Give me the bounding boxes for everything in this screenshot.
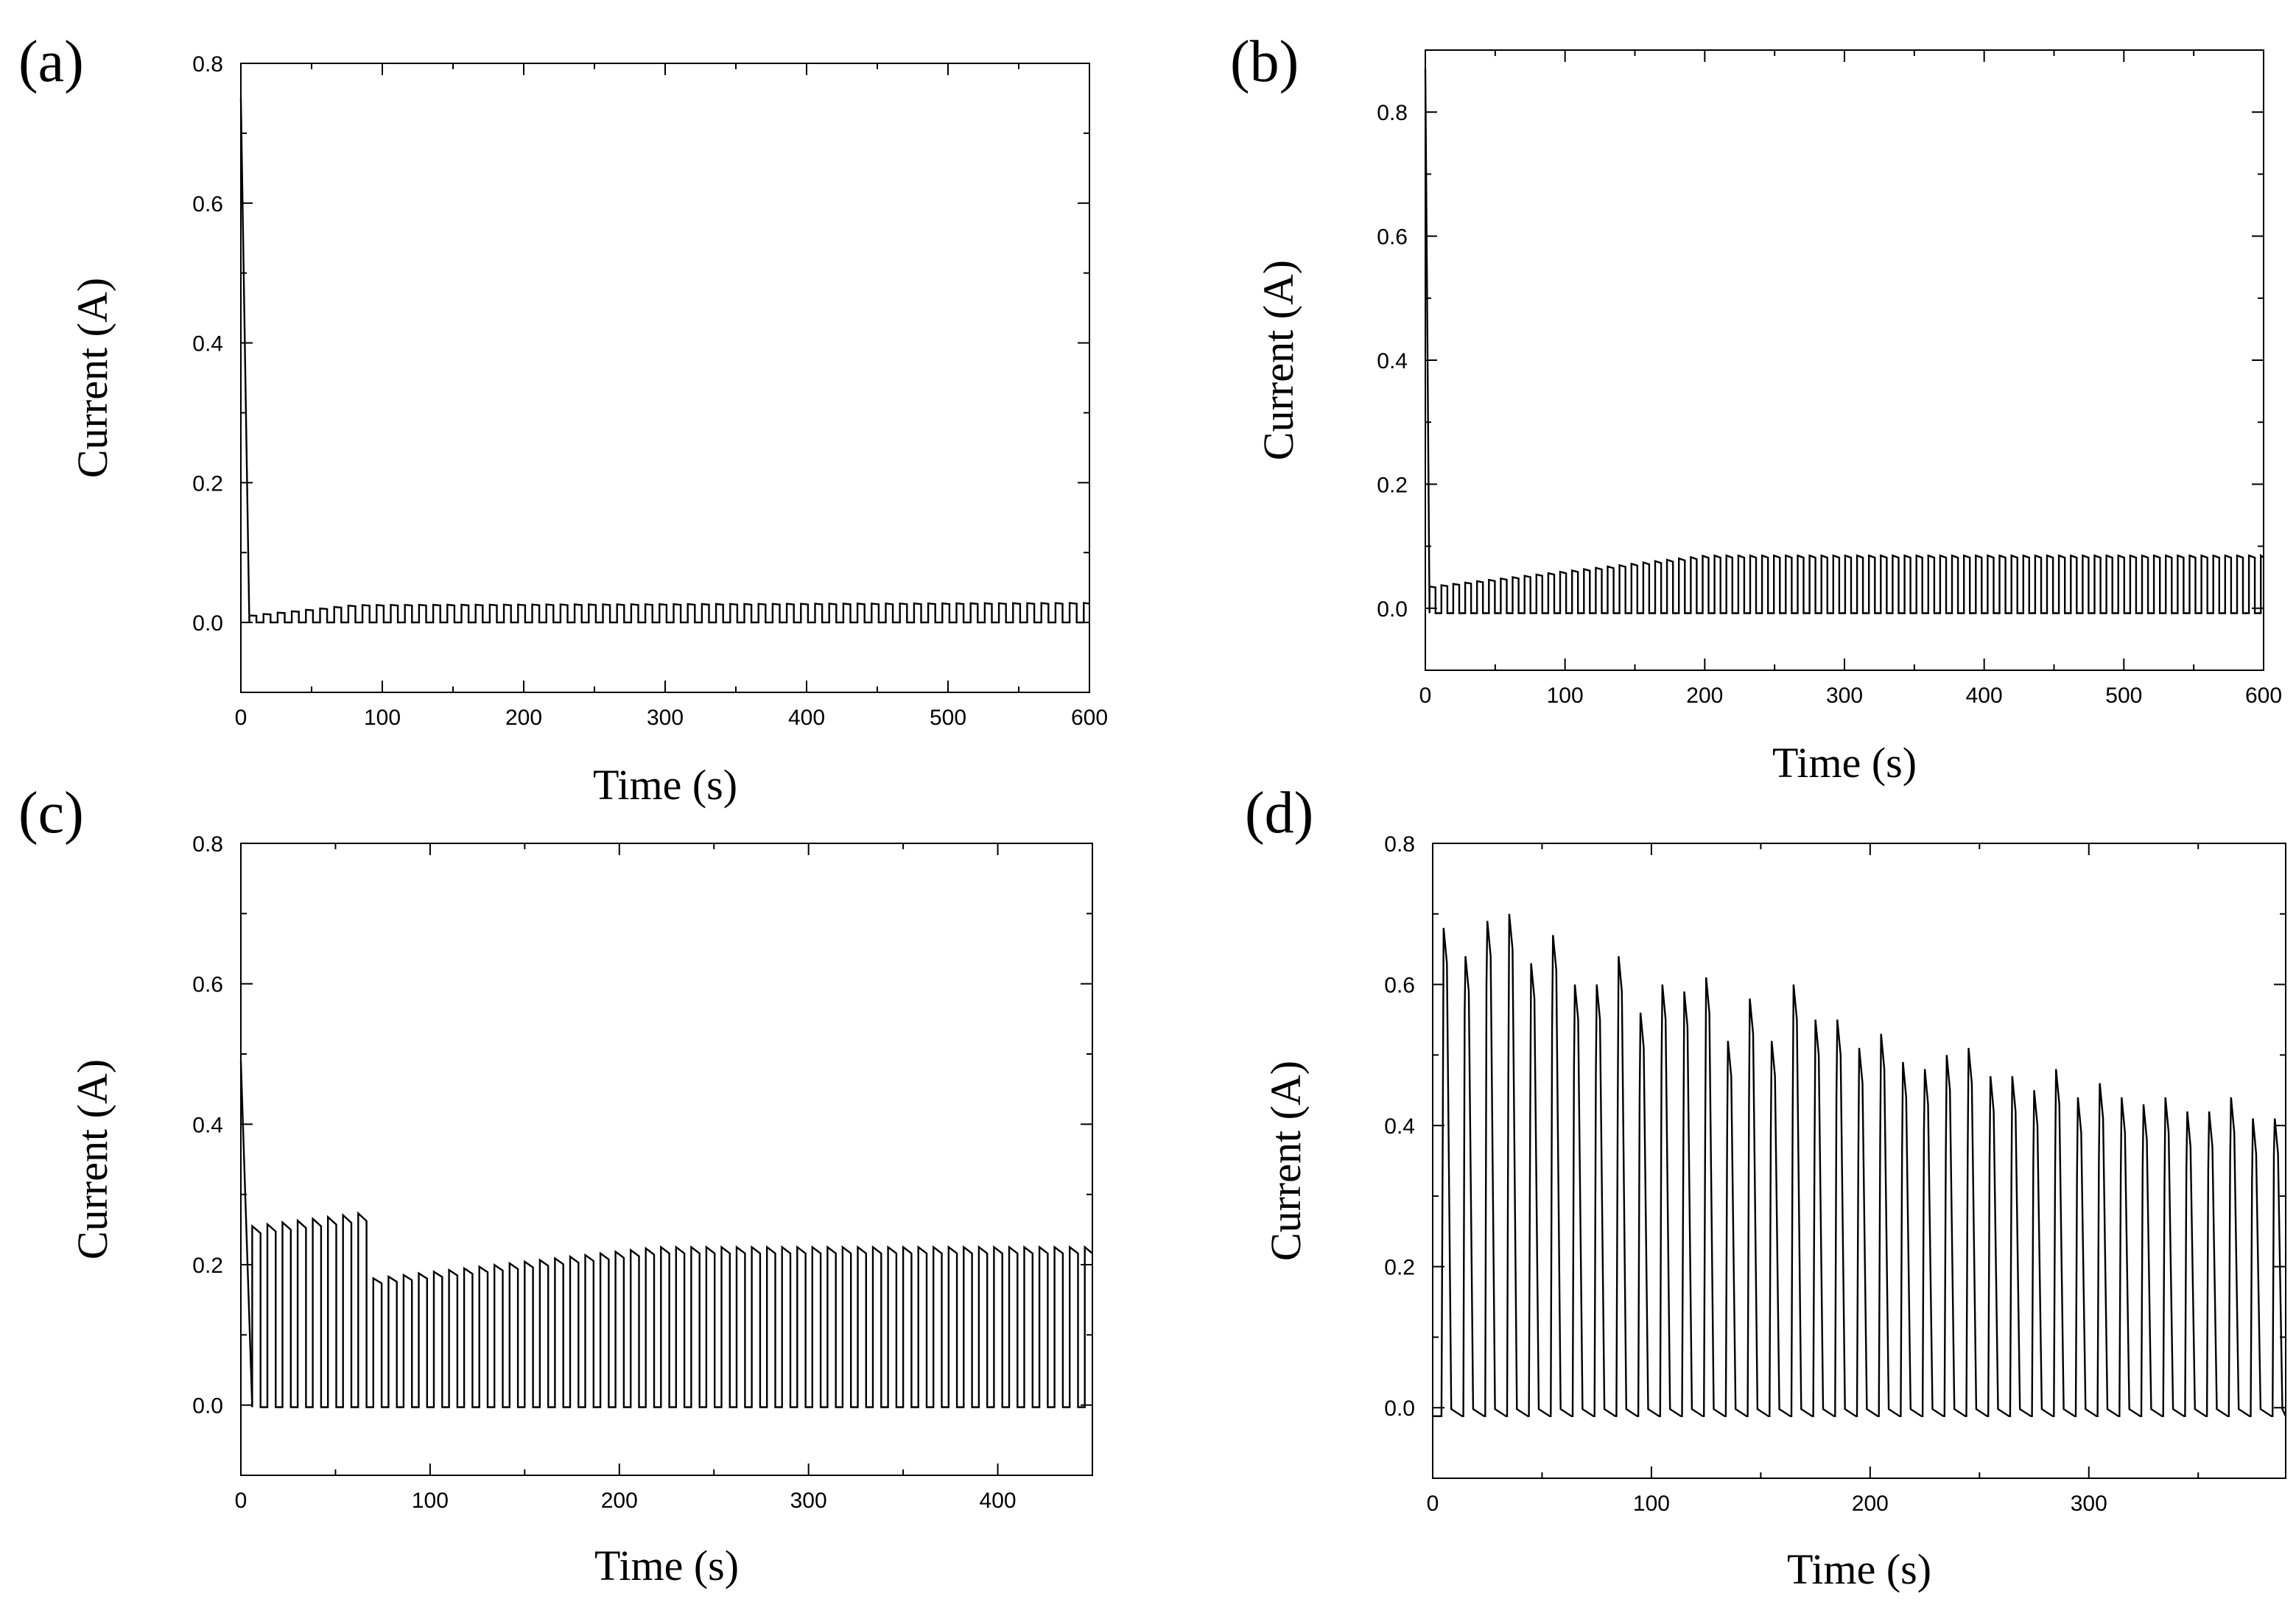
- y-tick-label: 0.0: [1377, 597, 1408, 622]
- y-tick-label: 0.6: [1377, 225, 1408, 250]
- y-tick-label: 0.0: [192, 611, 223, 636]
- y-tick-label: 0.8: [1384, 832, 1415, 857]
- x-tick-label: 300: [790, 1489, 827, 1513]
- y-axis-title: Current (A): [1254, 260, 1302, 460]
- y-tick-label: 0.4: [1377, 349, 1408, 373]
- x-tick-label: 100: [364, 706, 401, 730]
- x-tick-label: 100: [1547, 684, 1584, 708]
- y-tick-label: 0.0: [1384, 1397, 1415, 1421]
- x-axis-title: Time (s): [593, 761, 737, 809]
- x-tick-label: 0: [235, 706, 247, 730]
- chart-panel-3: (d) 0 100 200 300 0.0 0.2 0.4 0.6 0.8 Time (s) Curr…: [1245, 781, 2287, 1593]
- series-line-0: [239, 1061, 1093, 1408]
- x-tick-label: 200: [1852, 1492, 1889, 1516]
- x-tick-label: 0: [1419, 684, 1432, 708]
- x-tick-label: 300: [2071, 1492, 2107, 1516]
- panel-label: (c): [18, 781, 84, 846]
- x-tick-label: 500: [2105, 684, 2142, 708]
- y-axis-title: Current (A): [1262, 1061, 1310, 1261]
- y-tick-label: 0.8: [192, 832, 223, 857]
- x-tick-label: 400: [1966, 684, 2003, 708]
- y-tick-label: 0.4: [192, 332, 223, 356]
- x-axis-title: Time (s): [594, 1542, 739, 1589]
- x-tick-label: 200: [601, 1489, 638, 1513]
- y-tick-label: 0.4: [1384, 1114, 1415, 1139]
- y-tick-label: 0.2: [1377, 473, 1408, 497]
- x-tick-label: 600: [1071, 706, 1108, 730]
- y-tick-label: 0.6: [192, 973, 223, 997]
- chart-panel-0: (a) 0 100 200 300 400 500 600 0.0 0.2 0.4 0.6 0.8 Tim…: [18, 29, 1108, 809]
- y-axis-title: Current (A): [69, 278, 116, 478]
- y-tick-label: 0.2: [192, 471, 223, 496]
- y-tick-label: 0.2: [1384, 1256, 1415, 1280]
- x-tick-label: 400: [980, 1489, 1017, 1513]
- y-tick-label: 0.2: [192, 1254, 223, 1278]
- x-tick-label: 300: [1826, 684, 1863, 708]
- chart-panel-1: (b) 0 100 200 300 400 500 600 0.0 0.2 0.4 0.6 0.8 Tim…: [1230, 29, 2282, 787]
- x-tick-label: 100: [1633, 1492, 1670, 1516]
- series-line-0: [239, 98, 1090, 624]
- chart-panel-2: (c) 0 100 200 300 400 0.0 0.2 0.4 0.6 0.8 Time (s) C…: [18, 781, 1093, 1589]
- series-line-0: [1424, 68, 2264, 614]
- series-line-0: [1433, 913, 2287, 1417]
- x-tick-label: 600: [2245, 684, 2282, 708]
- x-tick-label: 500: [930, 706, 966, 730]
- plot-frame: [240, 63, 1090, 693]
- x-axis-title: Time (s): [1772, 739, 1917, 787]
- y-tick-label: 0.8: [192, 52, 223, 77]
- y-axis-title: Current (A): [69, 1059, 116, 1260]
- x-tick-label: 200: [505, 706, 542, 730]
- y-tick-label: 0.4: [192, 1113, 223, 1137]
- y-tick-label: 0.0: [192, 1394, 223, 1419]
- panel-label: (d): [1245, 781, 1313, 846]
- y-tick-label: 0.6: [1384, 974, 1415, 998]
- x-tick-label: 300: [647, 706, 684, 730]
- panel-label: (a): [18, 29, 84, 94]
- x-axis-title: Time (s): [1787, 1545, 1931, 1593]
- x-tick-label: 100: [412, 1489, 449, 1513]
- x-tick-label: 0: [1427, 1492, 1439, 1516]
- plot-frame: [1432, 843, 2286, 1479]
- x-tick-label: 400: [788, 706, 825, 730]
- y-tick-label: 0.6: [192, 192, 223, 217]
- x-tick-label: 200: [1686, 684, 1723, 708]
- y-tick-label: 0.8: [1377, 101, 1408, 125]
- x-tick-label: 0: [235, 1489, 247, 1513]
- plot-frame: [240, 843, 1093, 1476]
- panel-label: (b): [1230, 29, 1299, 94]
